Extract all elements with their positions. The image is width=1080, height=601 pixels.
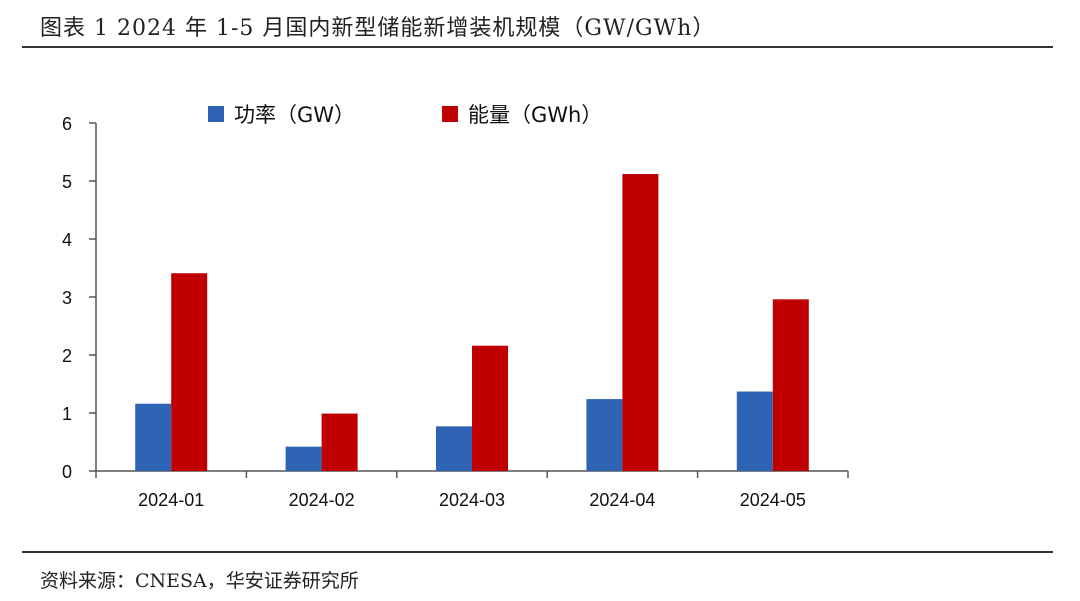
bar-power: [586, 399, 623, 471]
bar-energy: [472, 345, 508, 471]
legend-label: 能量（GWh）: [468, 103, 602, 127]
source-divider: [22, 551, 1053, 553]
legend-swatch: [208, 106, 224, 122]
source-note: 资料来源：CNESA，华安证券研究所: [40, 570, 359, 592]
x-tick-label: 2024-04: [589, 490, 655, 510]
bar-energy: [171, 273, 208, 471]
y-tick-label: 3: [62, 288, 72, 308]
legend-label: 功率（GW）: [234, 103, 355, 127]
bar-power: [285, 446, 322, 471]
bar-energy: [772, 299, 809, 471]
bar-energy: [321, 413, 358, 471]
x-tick-label: 2024-01: [138, 490, 204, 510]
y-tick-label: 5: [62, 172, 72, 192]
bar-power: [436, 426, 472, 471]
chart-title: 图表 1 2024 年 1-5 月国内新型储能新增装机规模（GW/GWh）: [40, 16, 716, 41]
y-tick-label: 1: [62, 404, 72, 424]
bar-power: [135, 403, 172, 471]
chart-legend: 功率（GW） 能量（GWh）: [208, 103, 602, 127]
title-divider: [22, 46, 1053, 48]
legend-swatch: [442, 106, 458, 122]
y-tick-label: 2: [62, 346, 72, 366]
chart-axes: 0 1 2 3 4 5 6 2024-01 2024-02 2024-03 2024-04 2024-…: [62, 114, 849, 510]
x-tick-label: 2024-02: [289, 490, 355, 510]
bar-power: [736, 391, 773, 471]
y-tick-label: 6: [62, 114, 72, 134]
chart-bars: [135, 174, 809, 472]
x-tick-label: 2024-05: [740, 490, 806, 510]
y-tick-label: 4: [62, 230, 72, 250]
y-tick-label: 0: [62, 462, 72, 482]
bar-energy: [622, 174, 659, 472]
x-tick-label: 2024-03: [439, 490, 505, 510]
